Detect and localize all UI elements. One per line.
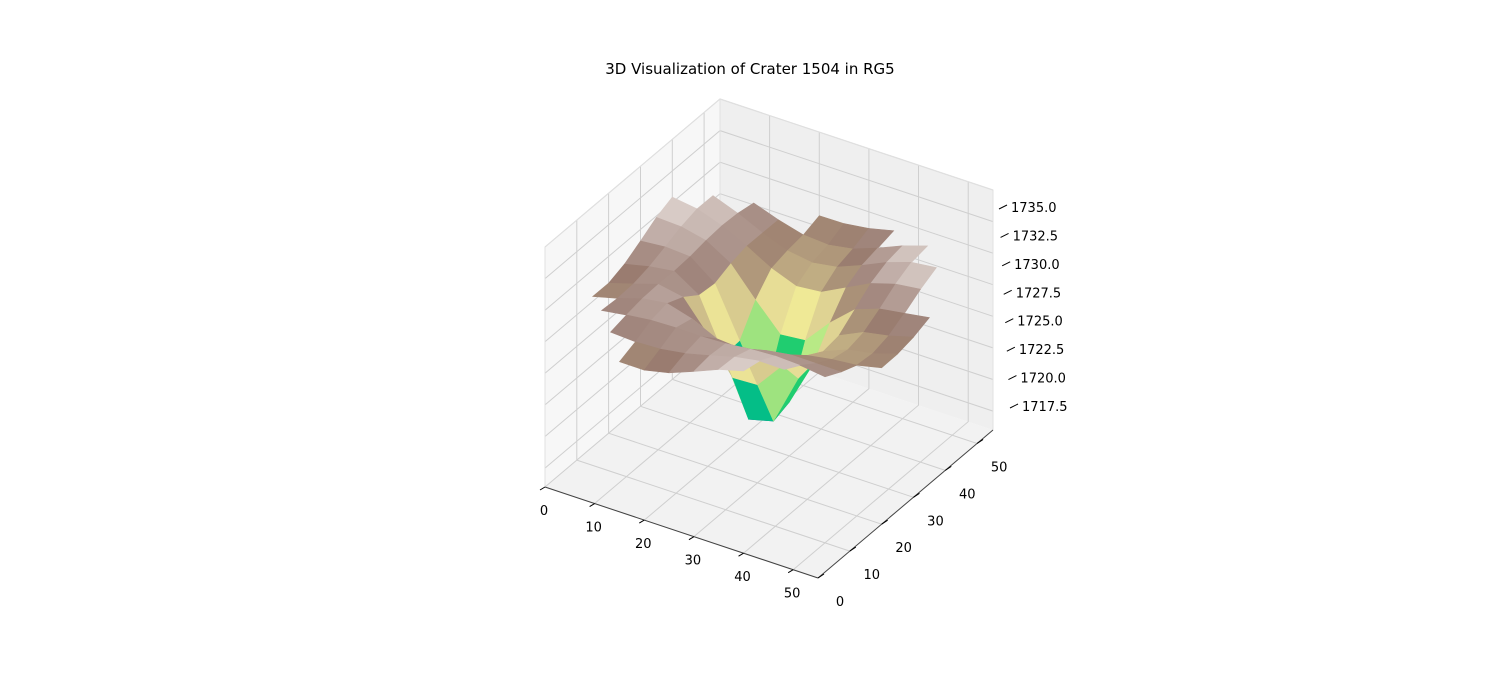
y-tick-label: 30 [927, 514, 944, 529]
z-tick [1003, 289, 1012, 295]
y-tick [913, 492, 920, 498]
x-tick-label: 20 [635, 537, 652, 552]
x-tick [688, 536, 695, 541]
y-tick-label: 50 [991, 460, 1008, 475]
grid-line-x [792, 181, 969, 571]
crater-surface [591, 195, 937, 422]
floor-pane [545, 339, 993, 578]
z-tick-label: 1735.0 [1011, 201, 1057, 216]
z-tick-label: 1725.0 [1017, 315, 1062, 330]
z-tick [1009, 403, 1019, 409]
y-tick-label: 40 [959, 487, 976, 502]
grid-line-x [743, 165, 919, 554]
grid-line-y [576, 220, 850, 552]
z-tick [998, 204, 1008, 210]
axis-ticks: 0 10 20 30 40 50 0 10 20 30 40 50 1735.0 1732.5 1730.0… [539, 201, 1068, 610]
y-tick [817, 573, 825, 579]
y-tick [976, 439, 984, 444]
z-tick-label: 1720.0 [1020, 372, 1066, 387]
x-tick [787, 569, 794, 574]
z-tick-label: 1732.5 [1013, 229, 1059, 244]
x-tick-label: 40 [734, 570, 751, 585]
surface-facet [799, 363, 842, 378]
x-tick [589, 503, 595, 507]
chart-title: 3D Visualization of Crater 1504 in RG5 [605, 60, 895, 78]
z-tick-label: 1727.5 [1016, 286, 1062, 301]
y-tick-label: 10 [864, 568, 881, 583]
x-tick [639, 519, 645, 524]
surface-facet [855, 353, 899, 369]
z-tick-label: 1717.5 [1022, 400, 1068, 415]
y-tick [881, 519, 888, 525]
y-tick-label: 0 [836, 595, 844, 610]
y-tick-label: 20 [895, 541, 912, 556]
z-tick [1001, 261, 1011, 267]
y-axis-line [817, 429, 994, 579]
y-tick [944, 465, 952, 471]
x-tick-label: 50 [784, 587, 801, 602]
x-tick [539, 486, 546, 491]
pane-edge [544, 98, 994, 430]
x-tick-label: 10 [585, 521, 602, 536]
z-tick [1006, 346, 1016, 352]
x-axis-line [544, 486, 819, 579]
z-tick-label: 1730.0 [1014, 258, 1059, 273]
x-tick [738, 552, 744, 557]
z-tick-label: 1722.5 [1019, 343, 1065, 358]
z-tick [1000, 232, 1009, 238]
x-tick-label: 30 [685, 554, 702, 569]
z-tick [1005, 318, 1014, 324]
x-tick-label: 0 [540, 504, 548, 519]
y-tick [849, 546, 857, 552]
z-tick [1008, 375, 1017, 381]
grid-line-y [608, 193, 882, 525]
